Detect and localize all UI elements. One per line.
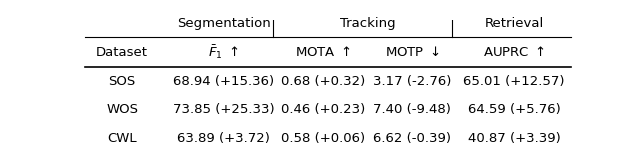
Text: WOS: WOS [106, 104, 138, 116]
Text: Retrieval: Retrieval [484, 17, 543, 30]
Text: 0.58 (+0.06): 0.58 (+0.06) [281, 132, 365, 145]
Text: MOTA $\uparrow$: MOTA $\uparrow$ [295, 45, 351, 59]
Text: 65.01 (+12.57): 65.01 (+12.57) [463, 75, 564, 88]
Text: $\bar{F}_1$ $\uparrow$: $\bar{F}_1$ $\uparrow$ [208, 43, 239, 61]
Text: SOS: SOS [109, 75, 136, 88]
Text: Tracking: Tracking [340, 17, 396, 30]
Text: 63.89 (+3.72): 63.89 (+3.72) [177, 132, 270, 145]
Text: 0.46 (+0.23): 0.46 (+0.23) [281, 104, 365, 116]
Text: 73.85 (+25.33): 73.85 (+25.33) [173, 104, 275, 116]
Text: 0.68 (+0.32): 0.68 (+0.32) [281, 75, 365, 88]
Text: CWL: CWL [108, 132, 137, 145]
Text: Dataset: Dataset [96, 46, 148, 59]
Text: 64.59 (+5.76): 64.59 (+5.76) [468, 104, 561, 116]
Text: AUPRC $\uparrow$: AUPRC $\uparrow$ [483, 45, 545, 59]
Text: 7.40 (-9.48): 7.40 (-9.48) [373, 104, 451, 116]
Text: 3.17 (-2.76): 3.17 (-2.76) [373, 75, 451, 88]
Text: 68.94 (+15.36): 68.94 (+15.36) [173, 75, 275, 88]
Text: 40.87 (+3.39): 40.87 (+3.39) [468, 132, 561, 145]
Text: Segmentation: Segmentation [177, 17, 271, 30]
Text: MOTP $\downarrow$: MOTP $\downarrow$ [385, 45, 440, 59]
Text: 6.62 (-0.39): 6.62 (-0.39) [373, 132, 451, 145]
